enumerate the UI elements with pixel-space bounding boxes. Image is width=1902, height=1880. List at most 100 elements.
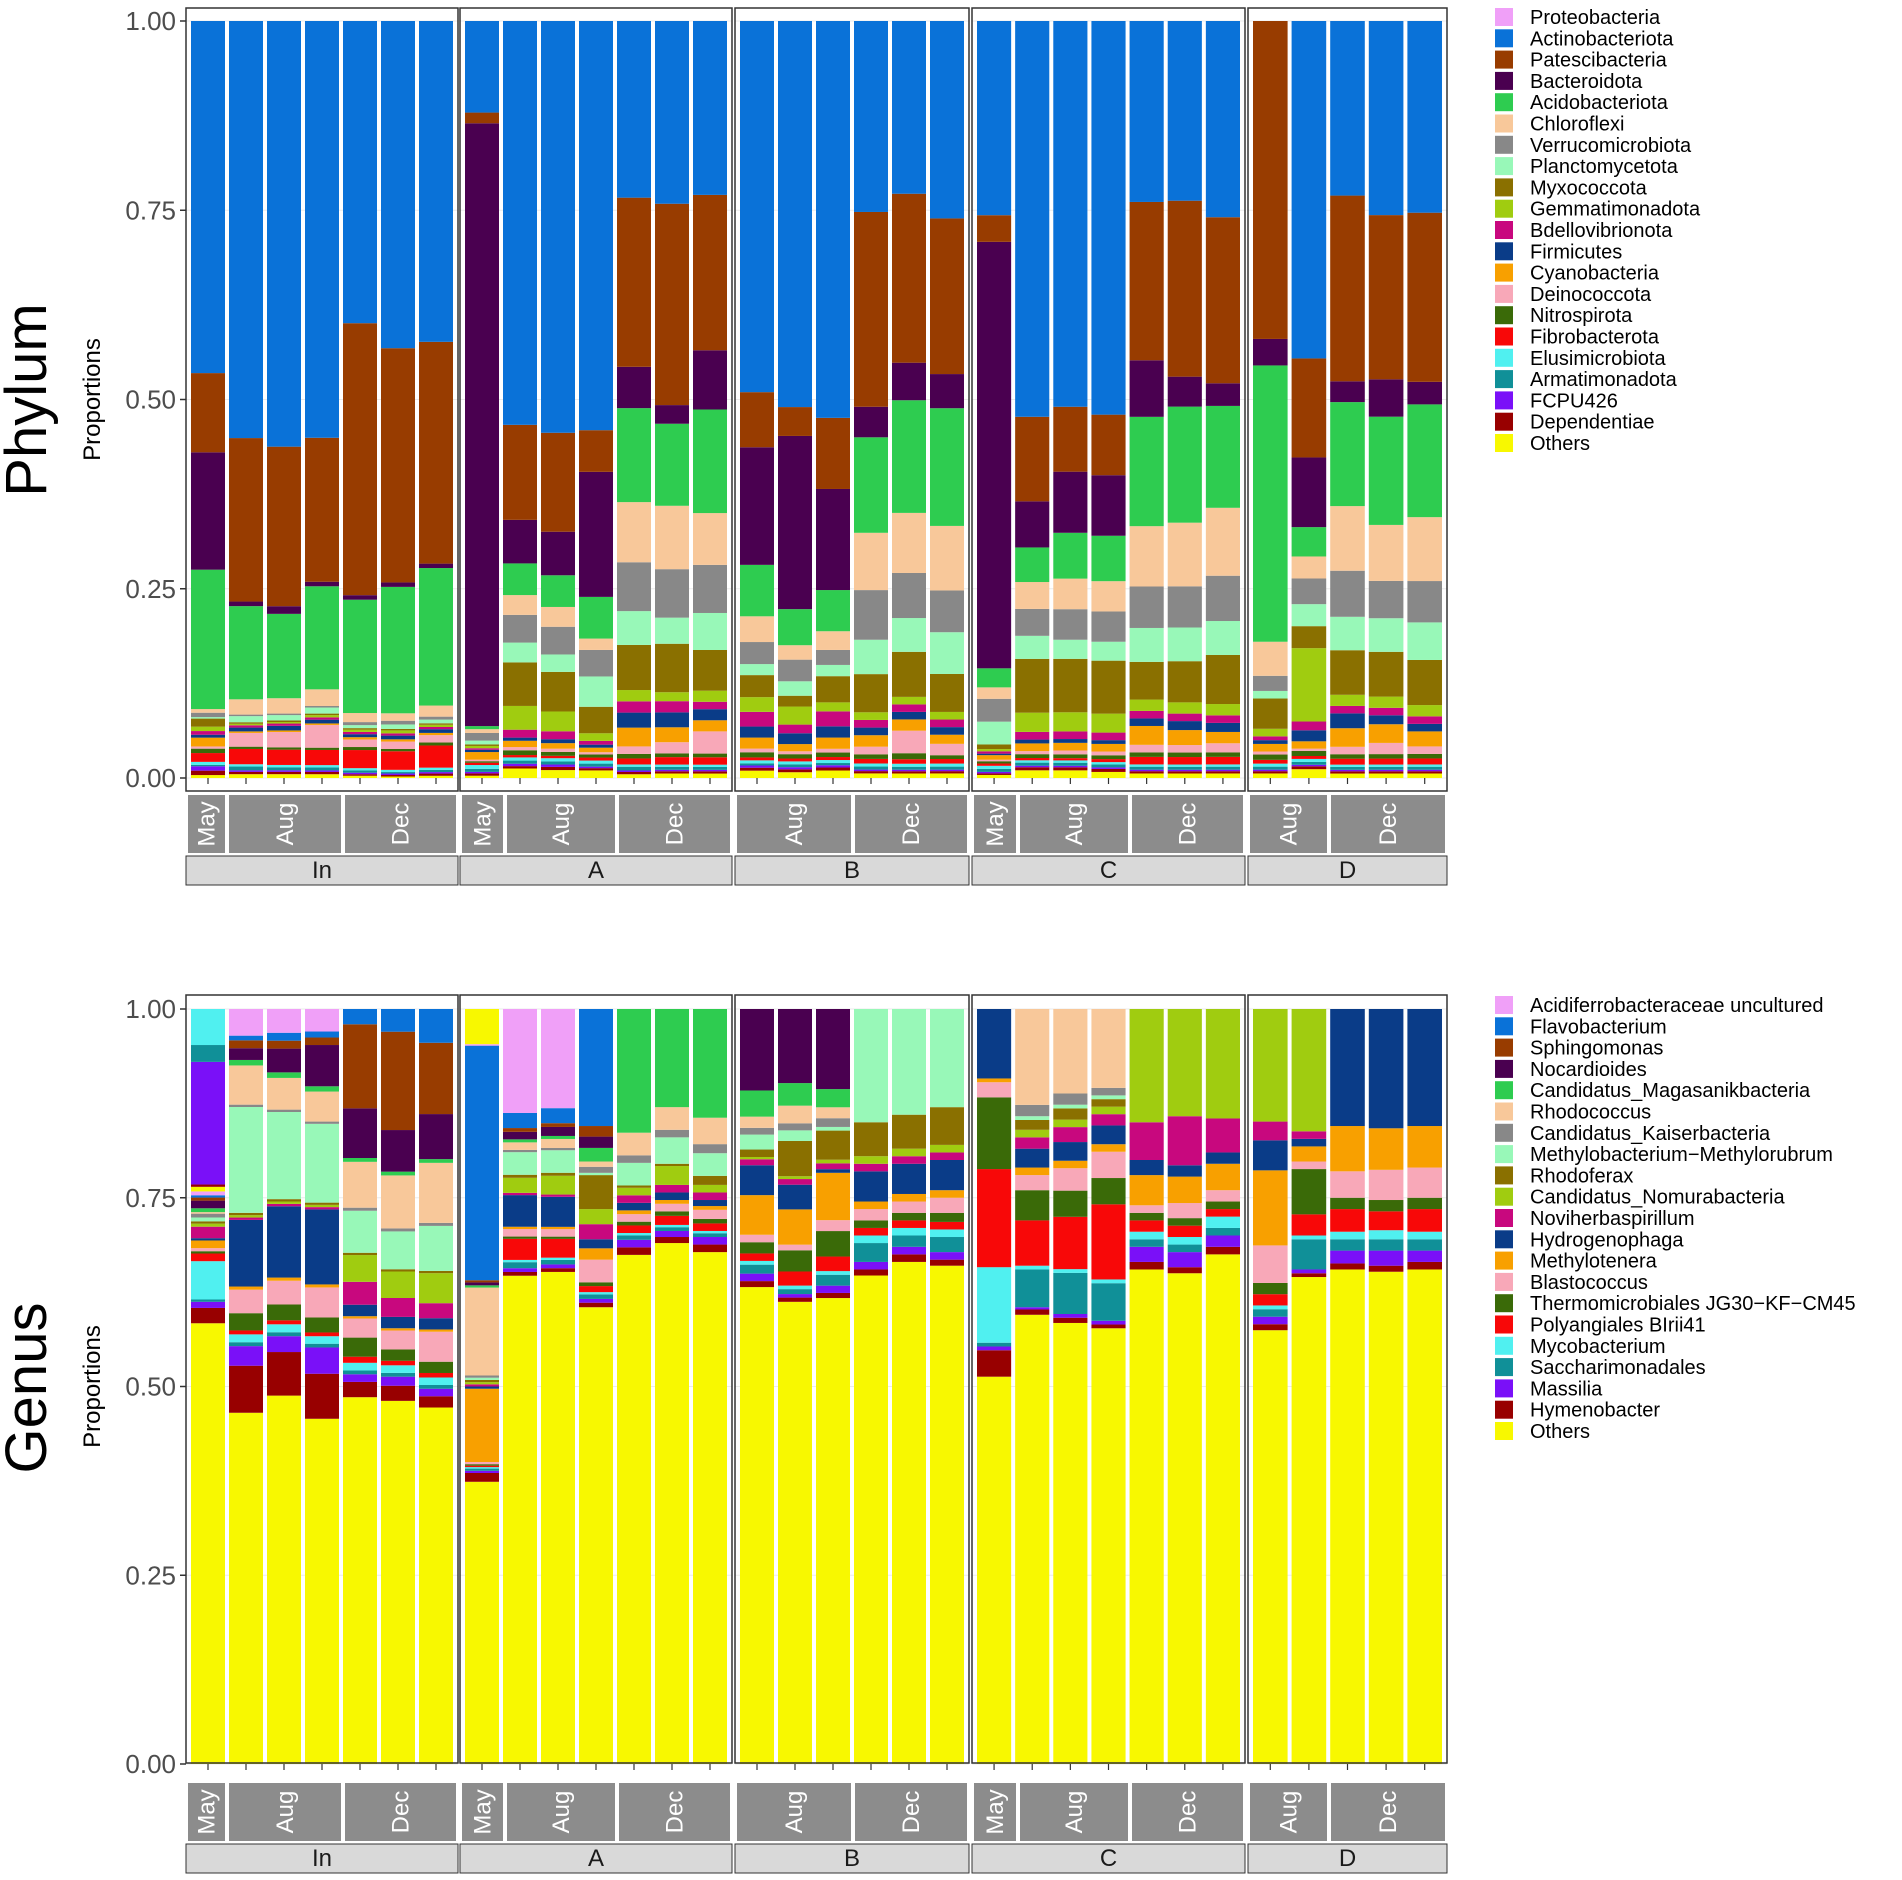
bar-segment xyxy=(1368,1128,1404,1170)
bar-segment xyxy=(1291,741,1327,749)
bar-segment xyxy=(229,1035,263,1041)
bar-segment xyxy=(977,771,1012,774)
site-strip-label: D xyxy=(1339,1845,1356,1872)
bar-segment xyxy=(977,765,1012,769)
bar-segment xyxy=(816,488,850,591)
bar-segment xyxy=(1205,769,1240,772)
bar-segment xyxy=(305,1347,339,1374)
legend-label: Saccharimonadales xyxy=(1530,1357,1706,1379)
bar-segment xyxy=(229,601,263,607)
bar-segment xyxy=(854,532,888,591)
bar-segment xyxy=(503,1131,537,1140)
bar-segment xyxy=(503,1192,537,1196)
month-strip xyxy=(1132,1783,1243,1841)
bar-segment xyxy=(655,773,689,778)
bar-segment xyxy=(343,772,377,775)
bar-segment xyxy=(854,590,888,640)
bar-segment xyxy=(541,1135,575,1139)
bar-segment xyxy=(503,1152,537,1175)
bar-segment xyxy=(617,766,651,771)
bar-segment xyxy=(1205,731,1240,744)
bar-segment xyxy=(267,1072,301,1078)
bar-segment xyxy=(267,613,301,699)
bar-segment xyxy=(778,1123,812,1131)
bar-segment xyxy=(579,1009,613,1127)
bar-segment xyxy=(693,690,727,702)
bar-segment xyxy=(191,1200,225,1209)
bar-segment xyxy=(816,417,850,489)
bar-segment xyxy=(343,1207,377,1211)
bar-segment xyxy=(1368,1271,1404,1764)
bar-segment xyxy=(778,1301,812,1764)
bar-segment xyxy=(617,408,651,503)
bar-segment xyxy=(191,734,225,738)
bar-segment xyxy=(740,1253,774,1261)
bar-segment xyxy=(229,1412,263,1764)
month-strip xyxy=(737,1783,851,1841)
bar-segment xyxy=(930,1265,964,1764)
bar-segment xyxy=(892,1114,926,1149)
bar-segment xyxy=(191,1045,225,1062)
bar-segment xyxy=(854,639,888,675)
bar-segment xyxy=(1205,756,1240,765)
bar-segment xyxy=(1407,1197,1442,1210)
bar-segment xyxy=(267,1201,301,1204)
bar-segment xyxy=(854,406,888,438)
legend-label: Blastococcus xyxy=(1530,1272,1648,1294)
bar-segment xyxy=(1015,658,1050,713)
bar-segment xyxy=(1368,1230,1404,1240)
bar-segment xyxy=(1091,751,1126,756)
bar-segment xyxy=(191,1217,225,1222)
bar-segment xyxy=(579,1259,613,1283)
bar-segment xyxy=(655,1237,689,1244)
bar-segment xyxy=(541,432,575,532)
bar-segment xyxy=(229,725,263,728)
bar-segment xyxy=(1129,710,1164,719)
bar-segment xyxy=(191,1213,225,1218)
legend-swatch xyxy=(1495,1038,1513,1057)
panel-frame-B xyxy=(734,7,970,792)
bar-segment xyxy=(267,1332,301,1337)
bar-segment xyxy=(541,1264,575,1269)
bar-segment xyxy=(343,734,377,738)
bar-segment xyxy=(617,502,651,563)
legend-label: Hydrogenophaga xyxy=(1530,1229,1684,1251)
bar-segment xyxy=(617,644,651,691)
bar-segment xyxy=(617,770,651,772)
bar-segment xyxy=(1015,760,1050,763)
bar-segment xyxy=(267,1336,301,1353)
bar-segment xyxy=(1407,758,1442,765)
bar-segment xyxy=(1330,754,1365,759)
bar-segment xyxy=(977,215,1012,242)
month-strip xyxy=(1020,795,1128,853)
bar-segment xyxy=(1253,740,1288,744)
bar-segment xyxy=(1015,1265,1050,1270)
bar-segment xyxy=(343,1255,377,1282)
bar-segment xyxy=(465,762,499,766)
bar-segment xyxy=(617,1225,651,1234)
bar-segment xyxy=(1053,1093,1088,1105)
bar-segment xyxy=(617,1162,651,1186)
bar-segment xyxy=(1167,586,1202,628)
bar-segment xyxy=(740,1234,774,1243)
bar-segment xyxy=(1091,660,1126,714)
bar-segment xyxy=(541,739,575,744)
bar-segment xyxy=(419,1377,453,1385)
bar-segment xyxy=(503,760,537,764)
bar-segment xyxy=(1015,739,1050,744)
bar-segment xyxy=(930,1107,964,1145)
bar-segment xyxy=(930,766,964,770)
bar-segment xyxy=(343,1374,377,1382)
bar-segment xyxy=(191,746,225,749)
bar-segment xyxy=(381,775,415,777)
bar-segment xyxy=(854,1122,888,1157)
bar-segment xyxy=(1091,713,1126,733)
bar-segment xyxy=(465,123,499,727)
bar-segment xyxy=(1330,764,1365,767)
legend-swatch xyxy=(1495,1379,1513,1398)
legend-swatch xyxy=(1495,1315,1513,1334)
bar-segment xyxy=(1015,1309,1050,1315)
bar-segment xyxy=(655,1184,689,1193)
bar-segment xyxy=(1368,21,1404,216)
bar-segment xyxy=(541,1138,575,1148)
